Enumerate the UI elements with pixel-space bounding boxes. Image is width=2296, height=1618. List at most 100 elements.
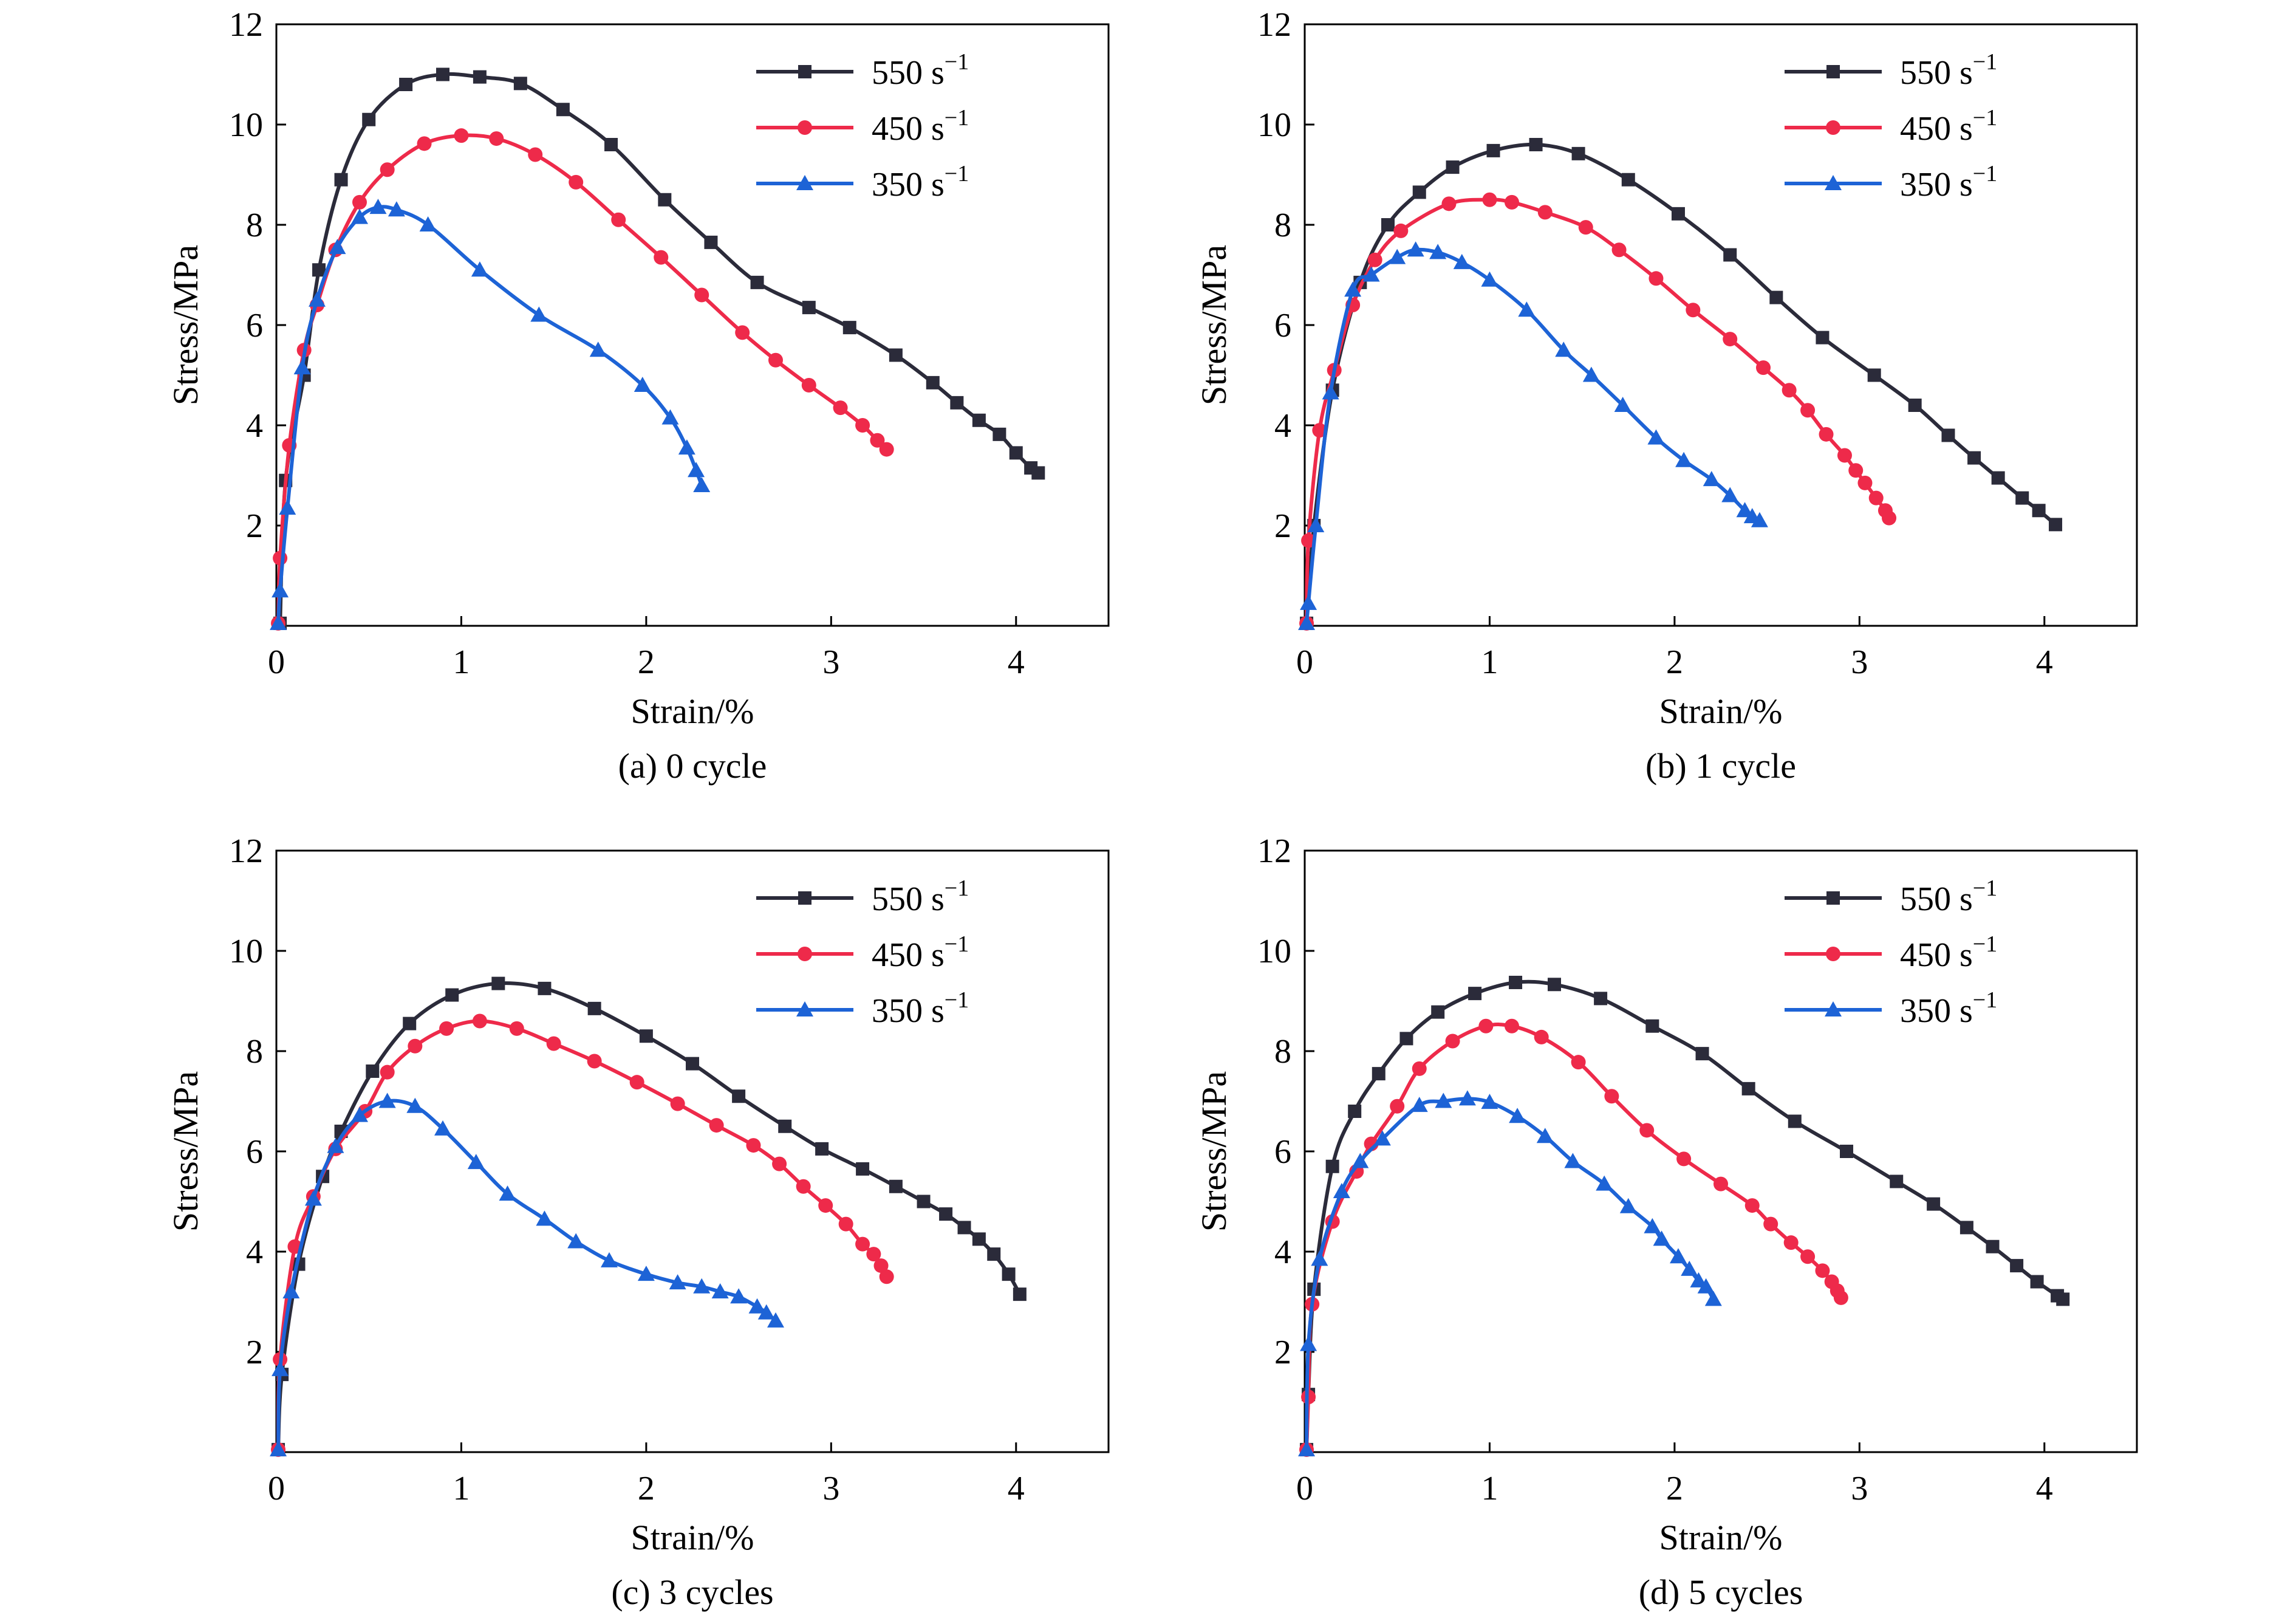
data-point [1307,517,1325,532]
data-point [2010,1259,2024,1273]
legend-rate: 550 s [1900,880,1973,918]
legend-rate: 550 s [872,54,945,92]
legend-marker [796,175,813,190]
data-point [2056,1292,2070,1306]
y-tick-label: 6 [246,1133,263,1171]
data-point [815,1142,829,1156]
data-point [1596,1175,1613,1191]
data-point [746,1138,761,1153]
data-point [670,1096,685,1111]
legend-exponent: −1 [1973,876,1997,901]
data-point [2015,491,2029,505]
data-point [304,1190,322,1206]
data-point [1686,303,1701,318]
data-point [1325,1159,1339,1173]
data-point [380,1064,395,1080]
data-point [472,1013,487,1029]
legend-label: 450 s−1 [872,105,969,148]
legend-marker [798,65,811,78]
data-point [351,1106,368,1122]
series-350 [270,199,711,630]
data-point [873,1258,889,1273]
y-tick-label: 4 [246,1233,263,1271]
y-tick-label: 4 [246,407,263,445]
data-point [1857,475,1873,490]
data-point [1548,978,1561,992]
series-line [278,72,1040,625]
data-point [1604,1089,1619,1104]
data-point [1481,1094,1498,1109]
legend-exponent: −1 [1973,161,1997,187]
data-point [567,1233,585,1249]
data-point [388,201,405,217]
data-point [757,1304,775,1320]
x-tick-label: 4 [2036,1470,2053,1507]
data-point [308,291,326,307]
data-point [1571,1055,1586,1070]
data-point [1312,423,1327,438]
data-point [1536,1128,1554,1143]
legend-label: 550 s−1 [1900,49,1997,92]
data-point [380,162,395,177]
data-point [709,1118,724,1133]
series-line [276,205,704,625]
data-point [1298,1441,1316,1456]
data-point [1453,253,1471,269]
data-point [1486,143,1500,157]
x-tick-label: 1 [453,643,470,681]
series-550 [273,67,1045,630]
data-point [282,1283,300,1298]
data-point [406,1097,424,1113]
data-point [1381,218,1395,231]
y-tick-label: 12 [229,832,263,870]
data-point [1782,383,1797,398]
series-line [276,1099,777,1452]
data-point [491,976,505,990]
data-point [1697,1278,1715,1294]
data-point [513,77,527,91]
data-point [778,1119,792,1133]
data-point [1751,512,1768,527]
x-tick-label: 0 [268,643,285,681]
y-tick-label: 8 [246,207,263,244]
series-350 [1298,1090,1722,1456]
series-line [1305,1023,1843,1452]
data-point [1703,471,1720,487]
data-point [748,1298,766,1314]
series-line [276,981,1022,1452]
data-point [1647,429,1665,445]
data-point [312,263,326,277]
data-point [972,1232,986,1246]
data-point [352,194,367,210]
data-point [1867,368,1881,382]
data-point [1002,1267,1016,1281]
y-tick-label: 8 [246,1033,263,1071]
data-point [1468,987,1482,1001]
x-tick-label: 0 [1296,643,1313,681]
data-point [1769,290,1783,304]
legend-item: 550 s−1 [1785,49,1997,92]
legend-rate: 350 s [872,166,945,204]
legend-rate: 350 s [1900,166,1973,204]
data-point [629,1075,644,1090]
data-point [950,396,964,410]
y-tick-label: 6 [246,307,263,345]
data-point [467,1154,485,1170]
data-point [272,1360,289,1376]
data-point [1300,1335,1317,1351]
data-point [1848,463,1864,478]
data-point [732,1089,746,1103]
y-axis-title: Stress/MPa [1194,1071,1234,1232]
data-point [536,1210,553,1226]
y-tick-label: 12 [1257,6,1291,44]
data-point [917,1195,931,1208]
data-point [1991,471,2005,485]
data-point [587,1001,601,1015]
legend-exponent: −1 [945,931,969,957]
series-450 [1299,192,1897,631]
data-point [711,1283,729,1298]
data-point [1681,1260,1698,1276]
